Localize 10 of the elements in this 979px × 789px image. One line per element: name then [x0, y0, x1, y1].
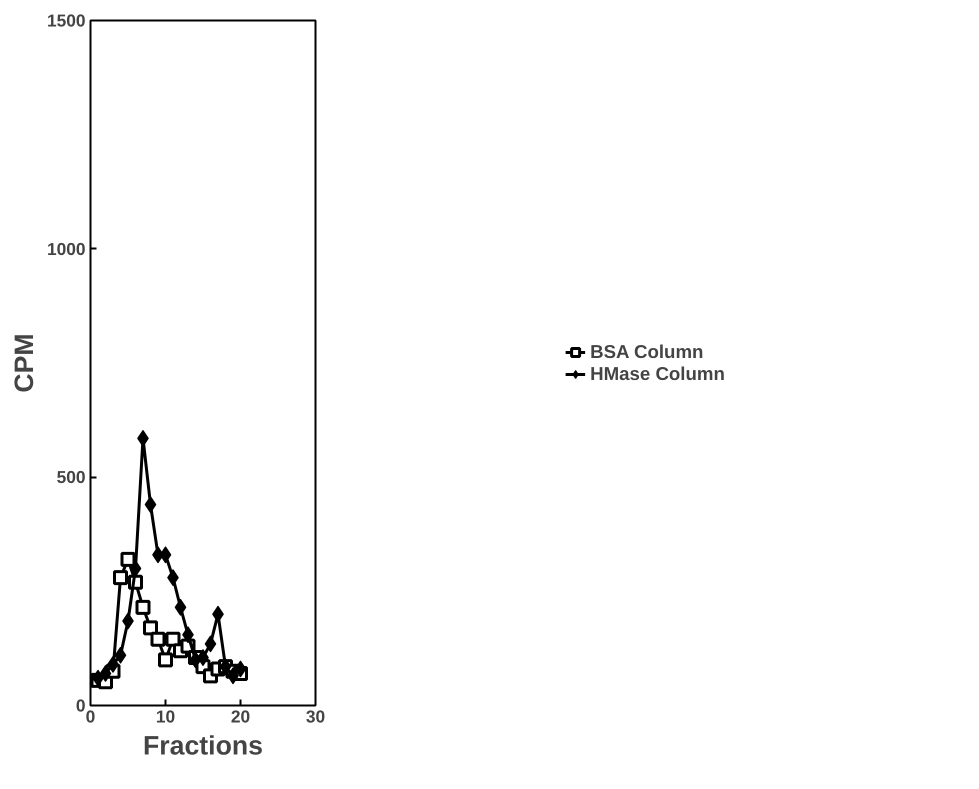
x-tick-label: 30	[306, 706, 326, 726]
legend-label: BSA Column	[590, 340, 704, 362]
y-axis-title: CPM	[8, 333, 39, 393]
y-tick-label: 1500	[46, 10, 86, 30]
x-tick-label: 10	[156, 706, 176, 726]
x-tick-label: 20	[230, 706, 250, 726]
y-tick-label: 500	[56, 467, 86, 488]
legend-label: HMase Column	[590, 362, 725, 384]
y-tick-label: 1000	[46, 238, 86, 259]
x-axis-title: Fractions	[143, 730, 263, 760]
